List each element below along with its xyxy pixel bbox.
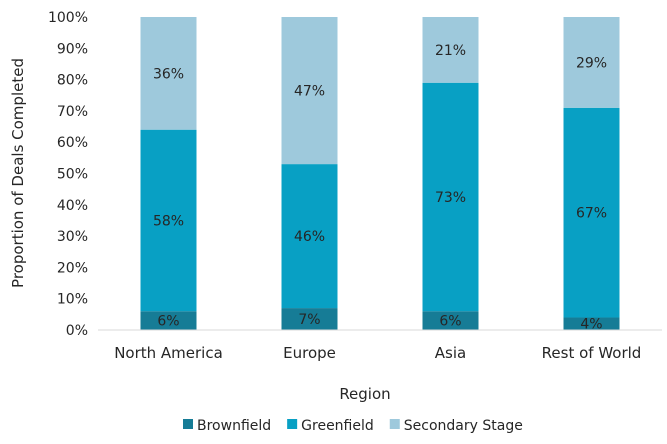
bar-segment <box>140 129 197 312</box>
x-tick-label: Asia <box>435 344 466 362</box>
bar-segment <box>281 17 338 165</box>
bar-segment <box>140 17 197 130</box>
bar-segment <box>422 311 479 330</box>
data-label: 58% <box>153 213 184 229</box>
data-label: 4% <box>580 317 602 333</box>
data-label: 21% <box>435 43 466 59</box>
bar-segment <box>563 317 620 330</box>
data-label: 6% <box>157 314 179 330</box>
data-label: 73% <box>435 190 466 206</box>
legend-label: Secondary Stage <box>404 418 523 434</box>
y-axis-label: Proportion of Deals Completed <box>9 58 27 288</box>
y-tick-label: 20% <box>57 260 88 276</box>
x-tick-label: Rest of World <box>542 344 642 362</box>
bar-segment <box>281 164 338 309</box>
data-label: 67% <box>576 206 607 222</box>
data-label: 29% <box>576 55 607 71</box>
data-label: 7% <box>298 312 320 328</box>
y-tick-label: 30% <box>57 229 88 245</box>
y-tick-label: 10% <box>57 292 88 308</box>
legend-swatch <box>389 419 400 429</box>
y-axis-ticks: 0% 10% 20% 30% 40% 50% 60% 70% 80% 90% 100% <box>48 10 88 339</box>
y-tick-label: 0% <box>66 323 88 339</box>
bar-segment <box>563 17 620 108</box>
x-axis-label: Region <box>339 385 390 403</box>
bar-segment <box>140 311 197 330</box>
bar-segment <box>422 17 479 83</box>
bar-segment <box>563 107 620 318</box>
x-axis-ticks: North America Europe Asia Rest of World <box>114 344 641 362</box>
data-label: 6% <box>439 314 461 330</box>
y-tick-label: 40% <box>57 198 88 214</box>
y-tick-label: 70% <box>57 104 88 120</box>
bar-segment <box>422 82 479 312</box>
y-tick-label: 50% <box>57 167 88 183</box>
y-tick-label: 90% <box>57 41 88 57</box>
legend: Brownfield Greenfield Secondary Stage <box>183 418 523 434</box>
legend-label: Brownfield <box>197 418 271 434</box>
x-tick-label: Europe <box>283 344 336 362</box>
y-tick-label: 80% <box>57 73 88 89</box>
bars-group: 6% 58% 36% 7% 46% 47% 6% 73% 21% 4% 67% 29% <box>140 17 620 333</box>
legend-swatch <box>287 419 298 429</box>
data-label: 46% <box>294 229 325 245</box>
bar-segment <box>281 308 338 330</box>
x-tick-label: North America <box>114 344 223 362</box>
data-label: 36% <box>153 66 184 82</box>
y-tick-label: 60% <box>57 135 88 151</box>
legend-swatch <box>183 419 193 429</box>
y-tick-label: 100% <box>48 10 88 26</box>
legend-label: Greenfield <box>301 418 374 434</box>
data-label: 47% <box>294 84 325 100</box>
